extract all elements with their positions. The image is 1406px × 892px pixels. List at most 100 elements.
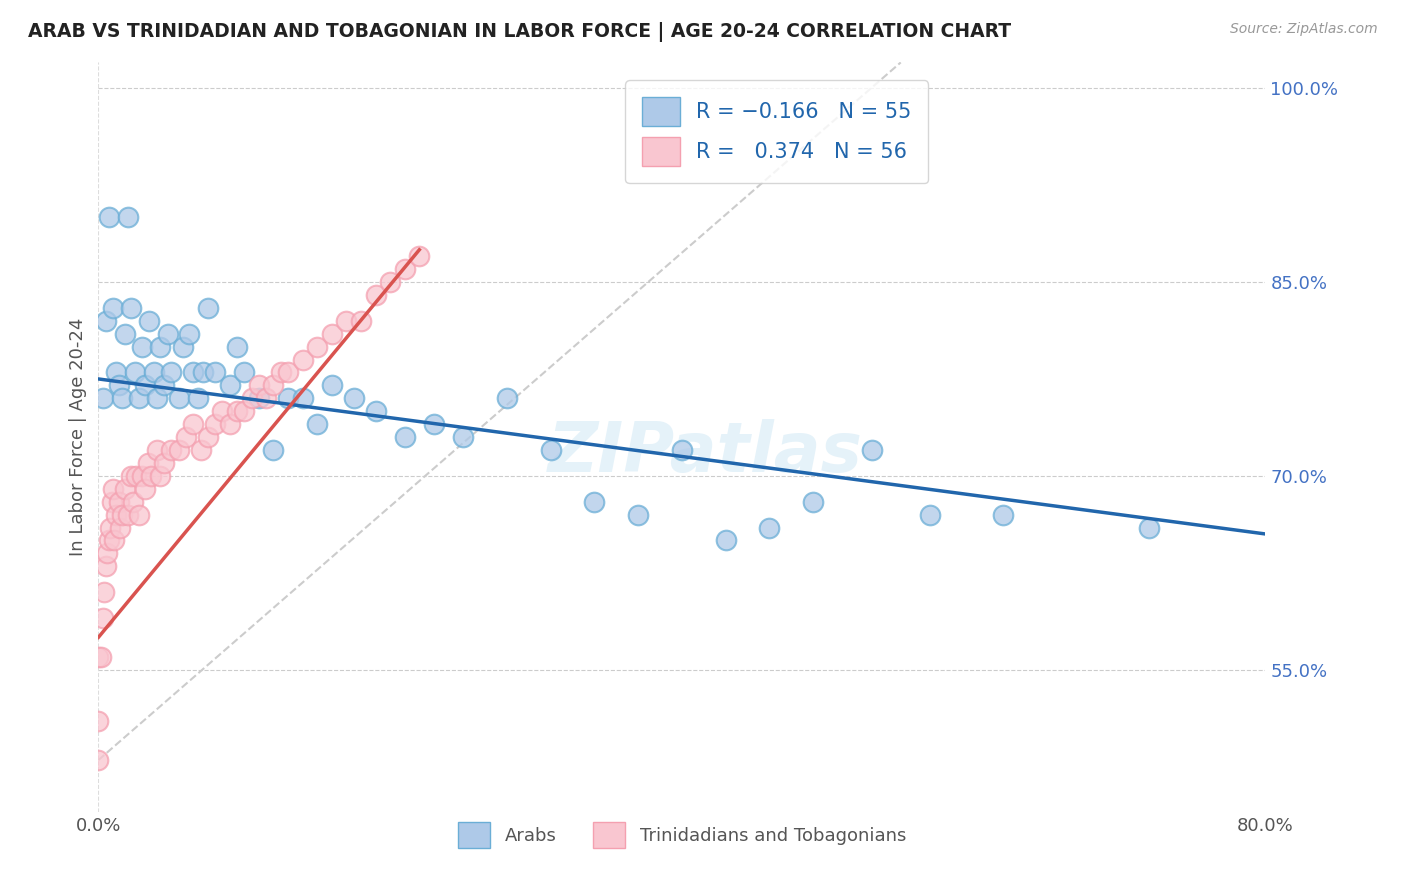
Point (321, 378, 343, 392)
Point (307, 417, 329, 432)
Point (91, 392, 114, 406)
Point (101, 482, 124, 496)
Point (87, 714, 110, 729)
Point (394, 262, 416, 277)
Point (138, 314, 160, 328)
Point (97, 533, 120, 548)
Point (98, 520, 121, 534)
Point (124, 366, 146, 380)
Point (139, 468, 162, 483)
Point (97, 211, 120, 225)
Point (110, 520, 132, 534)
Point (1137, 520, 1160, 534)
Point (120, 468, 142, 483)
Point (211, 404, 233, 418)
Point (254, 392, 277, 406)
Point (627, 508, 650, 522)
Point (167, 442, 190, 457)
Point (172, 340, 194, 354)
Point (114, 482, 136, 496)
Point (307, 340, 329, 354)
Point (174, 430, 197, 444)
Point (142, 366, 165, 380)
Point (111, 392, 134, 406)
Point (451, 430, 474, 444)
Point (117, 211, 139, 225)
Point (181, 417, 204, 432)
Point (157, 326, 180, 341)
Point (177, 326, 200, 341)
Point (496, 392, 519, 406)
Point (149, 468, 172, 483)
Point (111, 508, 134, 522)
Y-axis label: In Labor Force | Age 20-24: In Labor Force | Age 20-24 (69, 318, 87, 557)
Text: ARAB VS TRINIDADIAN AND TOBAGONIAN IN LABOR FORCE | AGE 20-24 CORRELATION CHART: ARAB VS TRINIDADIAN AND TOBAGONIAN IN LA… (28, 22, 1011, 42)
Point (114, 326, 136, 341)
Point (240, 392, 263, 406)
Point (262, 442, 284, 457)
Legend: Arabs, Trinidadians and Tobagonians: Arabs, Trinidadians and Tobagonians (450, 815, 914, 855)
Point (714, 533, 737, 548)
Point (291, 392, 314, 406)
Point (270, 366, 292, 380)
Point (218, 417, 240, 432)
Point (117, 508, 139, 522)
Point (343, 392, 366, 406)
Point (364, 404, 387, 418)
Point (122, 494, 145, 508)
Point (120, 301, 142, 315)
Point (94, 559, 117, 574)
Point (100, 494, 122, 508)
Text: Source: ZipAtlas.com: Source: ZipAtlas.com (1230, 22, 1378, 37)
Point (247, 392, 270, 406)
Point (226, 340, 249, 354)
Point (197, 430, 219, 444)
Point (103, 533, 125, 548)
Point (380, 275, 402, 289)
Point (204, 366, 226, 380)
Text: ZIPatlas: ZIPatlas (548, 418, 863, 485)
Point (104, 366, 127, 380)
Point (167, 392, 190, 406)
Point (860, 442, 883, 457)
Point (671, 442, 693, 457)
Point (94, 314, 117, 328)
Point (321, 326, 343, 341)
Point (335, 314, 357, 328)
Point (87, 649, 110, 664)
Point (131, 468, 153, 483)
Point (134, 482, 156, 496)
Point (108, 494, 131, 508)
Point (364, 288, 387, 302)
Point (160, 366, 183, 380)
Point (204, 417, 226, 432)
Point (160, 442, 183, 457)
Point (408, 249, 430, 263)
Point (149, 340, 172, 354)
Point (991, 508, 1014, 522)
Point (233, 366, 256, 380)
Point (87, 753, 110, 767)
Point (146, 392, 169, 406)
Point (226, 404, 249, 418)
Point (96, 546, 118, 560)
Point (90, 649, 112, 664)
Point (801, 494, 824, 508)
Point (918, 508, 941, 522)
Point (197, 301, 219, 315)
Point (394, 430, 416, 444)
Point (128, 508, 150, 522)
Point (125, 468, 148, 483)
Point (583, 494, 606, 508)
Point (153, 378, 176, 392)
Point (247, 378, 270, 392)
Point (136, 456, 159, 470)
Point (277, 392, 299, 406)
Point (128, 392, 150, 406)
Point (131, 340, 153, 354)
Point (91, 611, 114, 625)
Point (540, 442, 562, 457)
Point (758, 520, 780, 534)
Point (108, 378, 131, 392)
Point (153, 456, 176, 470)
